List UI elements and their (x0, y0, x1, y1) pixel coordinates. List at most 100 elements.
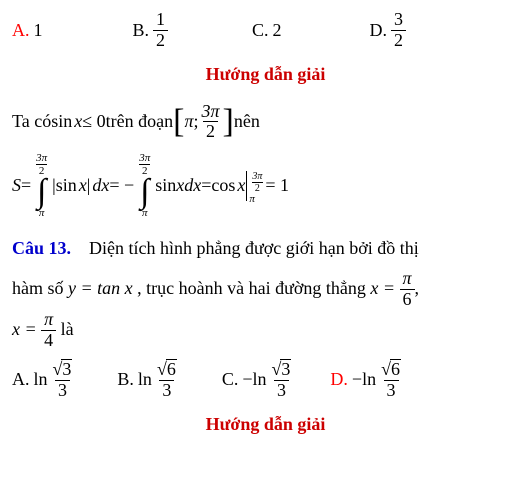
neg: − (242, 366, 252, 393)
option-d: D. − ln √6 3 (330, 359, 404, 401)
sqrt-val: 3 (61, 359, 72, 380)
eq-neg: = − (109, 172, 134, 199)
option-c: C. − ln √3 3 (222, 359, 295, 401)
num: 3π (249, 171, 265, 182)
option-b-letter: B. (133, 17, 150, 44)
num: √3 (50, 359, 76, 380)
x-eq: x = (12, 319, 41, 339)
eval-bar: 3π 2 π (246, 171, 265, 201)
letter: A. (12, 366, 30, 393)
num: √3 (269, 359, 295, 380)
y-eq-tanx: y = tan x (68, 278, 133, 298)
var-s: S (12, 172, 21, 199)
eval-upper: 3π 2 (249, 171, 265, 194)
integral-2: 3π 2 ∫ π (136, 152, 153, 219)
pi: π (184, 108, 193, 135)
option-a-letter: A. (12, 17, 30, 44)
num: 3π (198, 102, 222, 122)
sqrt-val: 6 (166, 359, 177, 380)
option-b-frac: 1 2 (153, 10, 168, 51)
num: π (41, 310, 56, 330)
text: Ta có (12, 108, 51, 135)
eq: = (21, 172, 31, 199)
option-c-value: 2 (273, 17, 282, 44)
comma: , (415, 278, 420, 298)
option-b: B. 1 2 (133, 10, 169, 51)
neg: − (352, 366, 362, 393)
frac-pi-6: π6 (400, 269, 415, 310)
den: 3 (384, 380, 399, 401)
den: 3 (55, 380, 70, 401)
equation-line: S = 3π 2 ∫ π | sin x | dx = − 3π 2 ∫ π s… (12, 152, 519, 219)
cos: cos (211, 172, 235, 199)
den: 4 (41, 330, 56, 351)
option-d-num: 3 (391, 10, 406, 30)
lower-limit: π (142, 208, 148, 219)
option-d-den: 2 (391, 30, 406, 51)
ln: ln (138, 366, 152, 393)
option-b-num: 1 (153, 10, 168, 30)
lower-limit: π (39, 208, 45, 219)
letter: B. (117, 366, 134, 393)
option-c-letter: C. (252, 17, 269, 44)
option-b: B. ln √6 3 (117, 359, 179, 401)
letter: C. (222, 366, 239, 393)
den: 2 (203, 121, 218, 142)
sqrt-val: 3 (280, 359, 291, 380)
eval-lower: π (249, 194, 265, 205)
x: x (79, 172, 87, 199)
eq: = (201, 172, 211, 199)
option-a: A. ln √3 3 (12, 359, 75, 401)
solution-heading-2: Hướng dẫn giải (12, 411, 519, 438)
left-bracket: [ (173, 105, 184, 139)
num: √6 (154, 359, 180, 380)
option-d-frac: 3 2 (391, 10, 406, 51)
sentence-1: Ta có sin x ≤ 0 trên đoạn [ π ; 3π 2 ] n… (12, 102, 519, 143)
xdx: xdx (176, 172, 201, 199)
option-d-letter: D. (370, 17, 388, 44)
x-eq: x = (370, 278, 399, 298)
num: 3π (33, 152, 50, 164)
den: 3 (274, 380, 289, 401)
option-d: D. 3 2 (370, 10, 407, 51)
num: √6 (378, 359, 404, 380)
frac: √3 3 (269, 359, 295, 401)
right-bracket: ] (223, 105, 234, 139)
num: 3π (136, 152, 153, 164)
text: , trục hoành và hai đường thẳng (137, 278, 370, 298)
option-a: A. 1 (12, 17, 43, 44)
solution-heading-1: Hướng dẫn giải (12, 61, 519, 88)
question-13: Câu 13. Diện tích hình phẳng được giới h… (12, 229, 519, 351)
option-c: C. 2 (252, 17, 282, 44)
bottom-options: A. ln √3 3 B. ln √6 3 C. − ln √3 3 D. − … (12, 359, 519, 401)
option-b-den: 2 (153, 30, 168, 51)
x-var: x (74, 108, 82, 135)
ln: ln (362, 366, 376, 393)
la: là (56, 319, 74, 339)
sin: sin (51, 108, 72, 135)
sqrt-val: 6 (390, 359, 401, 380)
den: 3 (159, 380, 174, 401)
sin: sin (56, 172, 77, 199)
eval-upper-frac: 3π 2 (249, 171, 265, 194)
option-a-value: 1 (34, 17, 43, 44)
question-label: Câu 13. (12, 238, 71, 258)
top-options: A. 1 B. 1 2 C. 2 D. 3 2 (12, 10, 519, 51)
text: trên đoạn (106, 108, 173, 135)
eq-one: = 1 (265, 172, 289, 199)
abs-close: | (87, 172, 91, 199)
frac: √6 3 (154, 359, 180, 401)
x: x (237, 172, 245, 199)
integral-sign: ∫ (37, 177, 46, 208)
integral-1: 3π 2 ∫ π (33, 152, 50, 219)
frac: √3 3 (50, 359, 76, 401)
frac: √6 3 (378, 359, 404, 401)
text: nên (234, 108, 260, 135)
den: 2 (252, 182, 263, 194)
leq-zero: ≤ 0 (82, 108, 105, 135)
dx: dx (92, 172, 109, 199)
text: hàm số (12, 278, 68, 298)
ln: ln (34, 366, 48, 393)
interval-right: 3π 2 (198, 102, 222, 143)
num: π (400, 269, 415, 289)
